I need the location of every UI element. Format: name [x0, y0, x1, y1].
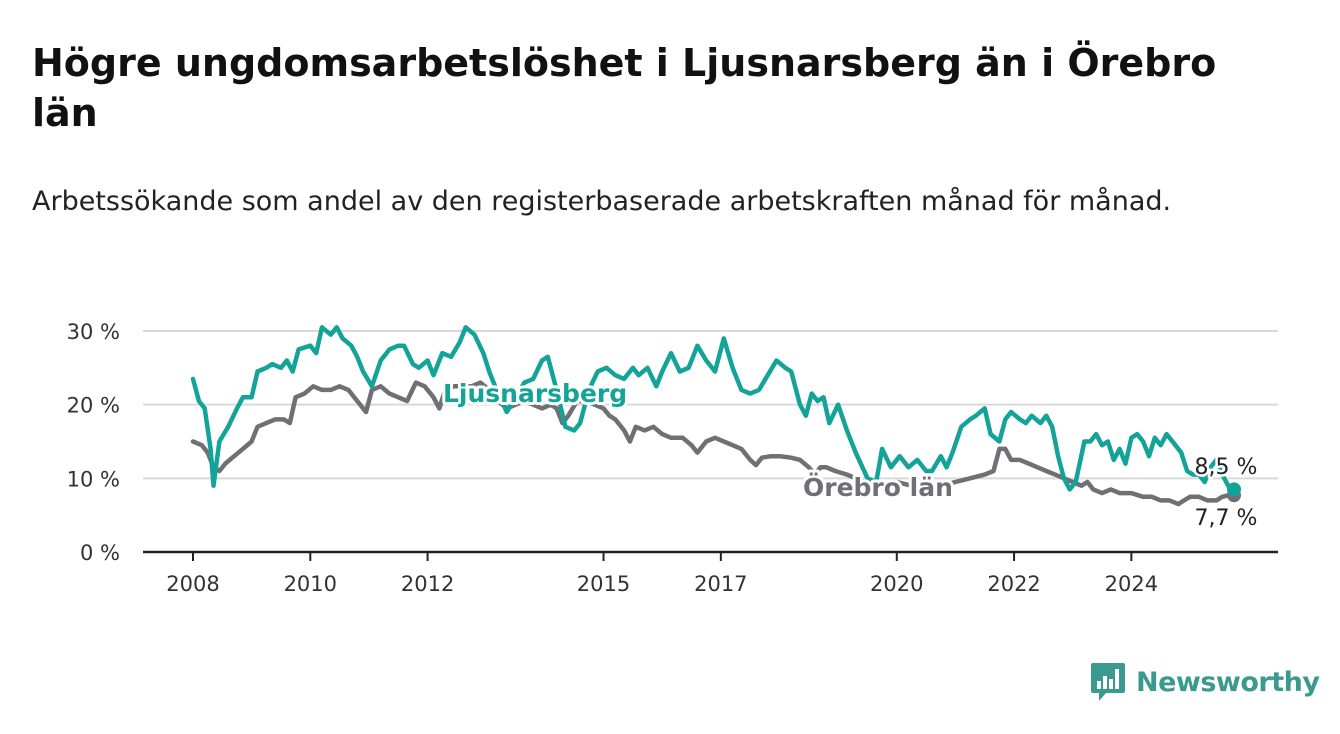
chart-title: Högre ungdomsarbetslöshet i Ljusnarsberg…	[32, 41, 1217, 135]
bar-chart-logo-icon	[1091, 663, 1125, 701]
x-tick-labels: 2008 2010 2012 2015 2017 2020 2022 2024	[166, 552, 1158, 596]
series-line-orebro-lan	[190, 380, 1237, 507]
brand-logo[interactable]: Newsworthy	[1090, 660, 1320, 704]
y-tick-label: 30 %	[67, 320, 120, 344]
x-tick-label: 2017	[694, 572, 747, 596]
x-tick-label: 2010	[284, 572, 337, 596]
series-line-ljusnarsberg	[190, 325, 1237, 492]
x-tick-label: 2020	[870, 572, 923, 596]
x-tick-label: 2024	[1105, 572, 1158, 596]
y-tick-label: 0 %	[80, 541, 120, 565]
end-value-label-orebro-lan: 7,7 %	[1195, 506, 1258, 531]
y-tick-label: 10 %	[67, 467, 120, 491]
series-label-orebro-lan: Örebro län	[803, 472, 953, 502]
end-value-label-ljusnarsberg: 8,5 %	[1195, 455, 1258, 480]
brand-name: Newsworthy	[1136, 666, 1320, 698]
series-labels: Ljusnarsberg Örebro län 8,5 % 7,7 %	[440, 376, 1260, 534]
chart-subtitle: Arbetssökande som andel av den registerb…	[32, 186, 1172, 217]
series-label-ljusnarsberg: Ljusnarsberg	[443, 379, 627, 408]
y-tick-label: 20 %	[67, 394, 120, 418]
series-lines	[190, 325, 1241, 507]
y-tick-labels: 0 % 10 % 20 % 30 %	[67, 320, 120, 565]
x-tick-label: 2015	[577, 572, 630, 596]
series-end-point	[1227, 482, 1241, 497]
x-tick-label: 2012	[401, 572, 454, 596]
x-tick-label: 2022	[987, 572, 1040, 596]
x-tick-label: 2008	[166, 572, 219, 596]
